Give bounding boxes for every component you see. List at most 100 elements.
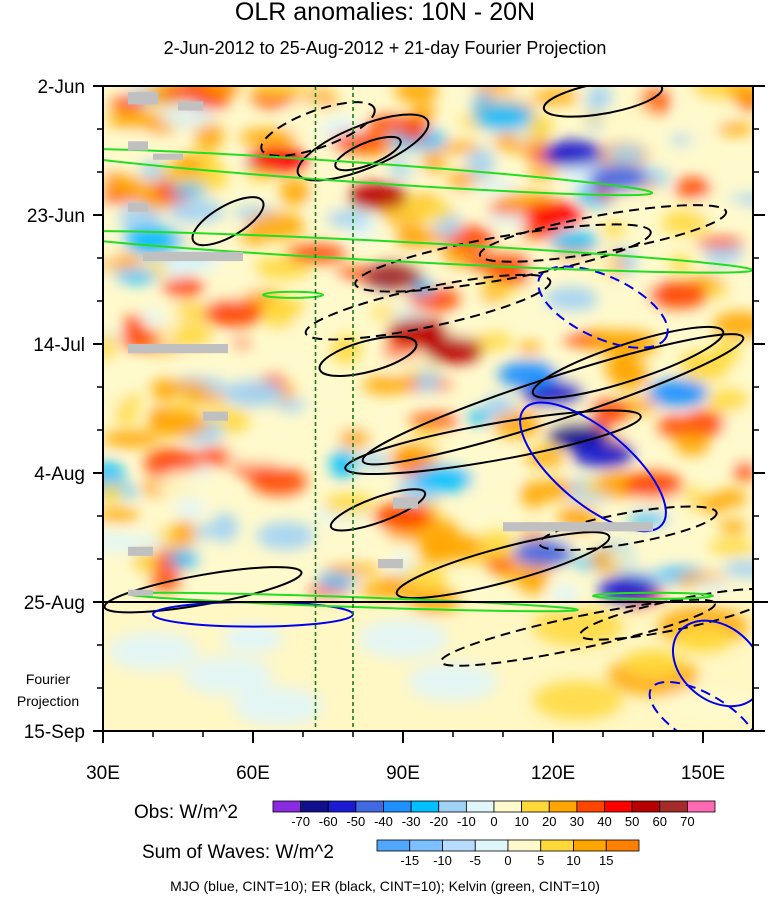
anomaly-texture-cell xyxy=(721,159,744,175)
anomaly-texture-cell xyxy=(607,144,646,164)
anomaly-texture-cell xyxy=(390,305,426,322)
chart-subtitle: 2-Jun-2012 to 25-Aug-2012 + 21-day Fouri… xyxy=(163,38,607,58)
anomaly-texture-cell xyxy=(482,395,516,416)
anomaly-texture-cell xyxy=(103,333,117,360)
waves-colorbar-level-label: 10 xyxy=(566,853,580,868)
obs-colorbar-swatch xyxy=(576,800,605,813)
positive-anomaly-blob xyxy=(648,281,708,309)
anomaly-texture-cell xyxy=(168,198,224,224)
y-tick-label: 14-Jul xyxy=(33,335,85,356)
anomaly-texture-cell xyxy=(175,495,204,520)
anomaly-texture-cell xyxy=(520,481,548,508)
y-tick-label: 15-Sep xyxy=(24,722,85,743)
mjo-contour xyxy=(671,619,753,708)
negative-anomaly-blob xyxy=(598,576,658,604)
er-contour xyxy=(344,409,642,476)
obs-colorbar-level-label: 60 xyxy=(653,814,667,829)
obs-colorbar-level-label: 70 xyxy=(680,814,694,829)
anomaly-texture-cell xyxy=(478,530,515,560)
positive-anomaly-blob xyxy=(348,183,408,211)
anomaly-texture-cell xyxy=(285,100,331,132)
anomaly-texture-cell xyxy=(669,254,692,273)
anomaly-texture-cell xyxy=(162,276,205,299)
obs-colorbar-swatch xyxy=(465,800,495,813)
obs-colorbar-level-label: 20 xyxy=(542,814,556,829)
positive-anomaly-blob xyxy=(203,299,263,327)
anomaly-texture-cell xyxy=(466,409,493,425)
anomaly-texture-cell xyxy=(286,244,347,264)
anomaly-texture-cell xyxy=(415,199,454,222)
anomaly-texture-cell xyxy=(331,335,362,365)
anomaly-texture-cell xyxy=(712,311,753,338)
waves-colorbar-swatch xyxy=(540,839,574,852)
anomaly-texture-cell xyxy=(114,407,139,424)
mjo-contour xyxy=(537,265,669,349)
y-tick-label: 2-Jun xyxy=(37,77,85,98)
obs-colorbar-swatch xyxy=(327,800,357,813)
projection-anomaly-cell xyxy=(533,680,623,720)
anomaly-texture-cell xyxy=(157,470,207,501)
missing-data-patch xyxy=(153,153,183,160)
negative-anomaly-blob xyxy=(498,361,558,389)
anomaly-texture-cell xyxy=(194,121,224,150)
projection-anomaly-cell xyxy=(108,631,198,671)
missing-data-patch xyxy=(503,522,653,532)
anomaly-texture-cell xyxy=(453,190,493,204)
positive-anomaly-blob xyxy=(623,471,683,499)
anomaly-texture-cell xyxy=(415,369,441,393)
projection-anomaly-cell xyxy=(358,619,448,659)
anomaly-texture-cell xyxy=(680,99,731,125)
obs-colorbar-level-label: -70 xyxy=(291,814,310,829)
waves-colorbar-label: Sum of Waves: W/m^2 xyxy=(142,842,334,863)
missing-data-patch xyxy=(128,589,153,596)
anomaly-texture-cell xyxy=(113,269,160,284)
anomaly-texture-cell xyxy=(557,527,579,547)
obs-colorbar-level-label: -30 xyxy=(402,814,421,829)
anomaly-texture-cell xyxy=(550,230,599,252)
anomaly-texture-cell xyxy=(326,209,369,228)
positive-anomaly-blob xyxy=(423,336,483,364)
anomaly-texture-cell xyxy=(168,549,201,568)
x-tick-label: 90E xyxy=(386,763,420,784)
negative-anomaly-blob xyxy=(573,441,633,469)
er-contour xyxy=(318,335,418,377)
kelvin-contour xyxy=(103,147,654,197)
anomaly-texture-cell xyxy=(674,176,712,199)
anomaly-texture-cell xyxy=(607,550,638,566)
er-contour xyxy=(329,488,427,532)
anomaly-texture-cell xyxy=(708,538,753,556)
obs-colorbar-level-label: -60 xyxy=(319,814,338,829)
anomaly-texture-cell xyxy=(263,296,306,317)
anomaly-texture-cell xyxy=(727,86,753,101)
er-contour xyxy=(478,204,728,263)
obs-colorbar-level-label: -50 xyxy=(346,814,365,829)
anomaly-texture-cell xyxy=(250,86,306,97)
anomaly-texture-cell xyxy=(198,447,233,466)
waves-colorbar-swatch xyxy=(507,839,542,852)
anomaly-texture-cell xyxy=(734,460,753,482)
anomaly-texture-cell xyxy=(318,571,356,590)
anomaly-texture-cell xyxy=(719,519,747,535)
anomaly-texture-cell xyxy=(170,183,207,196)
y-tick-label: 25-Aug xyxy=(24,593,85,614)
obs-colorbar-swatch xyxy=(686,800,716,813)
anomaly-texture-cell xyxy=(718,261,753,290)
anomaly-texture-cell xyxy=(716,122,753,136)
anomaly-texture-cell xyxy=(331,131,389,154)
anomaly-texture-cell xyxy=(199,86,239,94)
projection-anomaly-cell xyxy=(183,656,273,696)
waves-colorbar-level-label: 15 xyxy=(599,853,613,868)
anomaly-texture-cell xyxy=(192,525,213,541)
projection-anomaly-cell xyxy=(233,686,323,727)
waves-colorbar-level-label: 5 xyxy=(537,853,544,868)
obs-colorbar-swatch xyxy=(272,800,302,813)
anomaly-texture-cell xyxy=(609,278,662,306)
anomaly-texture-cell xyxy=(518,568,547,595)
y-tick-label: 4-Aug xyxy=(34,464,85,485)
waves-colorbar-swatch xyxy=(409,839,443,852)
waves-colorbar-level-label: -5 xyxy=(469,853,481,868)
anomaly-texture-cell xyxy=(701,494,726,514)
er-contour xyxy=(395,531,611,600)
anomaly-texture-cell xyxy=(684,409,725,437)
waves-colorbar-swatch xyxy=(442,839,476,852)
